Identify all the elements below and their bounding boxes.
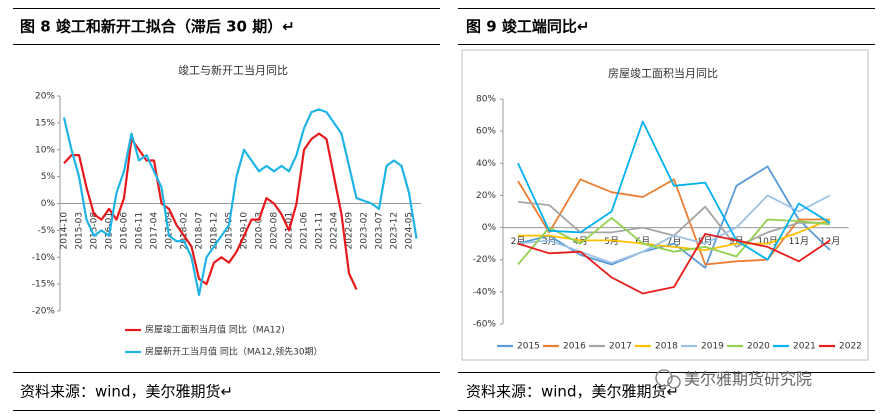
y-tick-label: 10% xyxy=(35,145,55,155)
x-tick-label: 10月 xyxy=(757,236,777,247)
y-tick-label: 60% xyxy=(476,127,496,137)
x-tick-label: 4月 xyxy=(573,236,588,247)
x-tick-label: 5月 xyxy=(604,236,619,247)
x-tick-label: 2018-02 xyxy=(180,212,190,250)
y-tick-label: 0% xyxy=(41,199,56,209)
y-tick-label: -5% xyxy=(37,226,55,236)
series-line xyxy=(62,108,418,296)
legend-label: 2022 xyxy=(839,342,862,352)
y-tick-label: -60% xyxy=(473,320,497,330)
x-tick-label: 11月 xyxy=(789,236,809,247)
x-tick-label: 2022-09 xyxy=(345,212,355,250)
legend-label: 2015 xyxy=(517,342,540,352)
series-line xyxy=(517,120,831,261)
layout-rules xyxy=(13,8,875,411)
legend-label: 2020 xyxy=(747,342,770,352)
y-tick-label: 20% xyxy=(35,92,55,102)
x-tick-label: 2019-05 xyxy=(225,212,235,250)
y-tick-label: 15% xyxy=(35,118,55,128)
x-tick-label: 2023-12 xyxy=(390,212,400,250)
series-line xyxy=(63,132,358,290)
x-tick-label: 2021-06 xyxy=(300,212,310,250)
legend-label: 房屋竣工面积当月值 同比（MA12) xyxy=(145,324,285,336)
y-tick-label: -15% xyxy=(32,280,56,290)
x-tick-label: 2月 xyxy=(511,236,526,247)
x-tick-label: 2017-04 xyxy=(150,212,160,250)
y-tick-label: -20% xyxy=(473,255,497,265)
x-tick-label: 6月 xyxy=(635,236,650,247)
x-tick-label: 8月 xyxy=(698,236,713,247)
x-tick-label: 2023-07 xyxy=(375,212,385,250)
series-line xyxy=(517,217,831,266)
legend-label: 2017 xyxy=(609,342,632,352)
x-tick-label: 2018-07 xyxy=(195,212,205,250)
x-tick-label: 7月 xyxy=(667,236,682,247)
y-tick-label: -40% xyxy=(473,287,497,297)
chart-frame xyxy=(461,49,869,361)
y-tick-label: 0% xyxy=(482,223,497,233)
x-tick-label: 2014-10 xyxy=(60,212,70,250)
y-tick-label: -20% xyxy=(32,307,56,317)
y-tick-label: 20% xyxy=(476,191,496,201)
x-tick-label: 3月 xyxy=(542,236,557,247)
series-line xyxy=(517,233,831,295)
x-tick-label: 2019-10 xyxy=(240,212,250,250)
x-tick-label: 2016-06 xyxy=(120,212,130,250)
figure-caption: 图 8 竣工和新开工拟合（滞后 30 期）↵ xyxy=(20,18,295,36)
legend-label: 2019 xyxy=(701,342,724,352)
x-tick-label: 2016-11 xyxy=(135,212,145,250)
legend-label: 2016 xyxy=(563,342,586,352)
y-tick-label: -10% xyxy=(32,253,56,263)
legend-label: 2018 xyxy=(655,342,678,352)
x-tick-label: 2021-11 xyxy=(315,212,325,250)
x-tick-label: 2017-09 xyxy=(165,212,175,250)
series-line xyxy=(517,194,831,264)
legend-label: 2021 xyxy=(793,342,816,352)
y-tick-label: 80% xyxy=(476,95,496,105)
x-tick-label: 2024-05 xyxy=(405,212,415,250)
figure-source: 资料来源：wind，美尔雅期货↵ xyxy=(20,383,233,401)
chart-title: 房屋竣工面积当月同比 xyxy=(608,66,718,80)
x-tick-label: 2023-02 xyxy=(360,212,370,250)
x-tick-label: 2020-03 xyxy=(255,212,265,250)
y-tick-label: 5% xyxy=(41,172,56,182)
x-tick-label: 2015-08 xyxy=(90,212,100,250)
figure-caption: 图 9 竣工端同比↵ xyxy=(466,18,589,36)
x-tick-label: 12月 xyxy=(820,236,840,247)
x-tick-label: 2018-12 xyxy=(210,212,220,250)
x-tick-label: 2015-03 xyxy=(75,212,85,250)
legend-label: 房屋新开工当月值 同比（MA12,领先30期） xyxy=(145,346,323,358)
series-line xyxy=(517,178,830,266)
watermark: 美尔雅期货研究院 xyxy=(684,370,812,389)
y-tick-label: 40% xyxy=(476,159,496,169)
chart-title: 竣工与新开工当月同比 xyxy=(178,63,288,77)
x-tick-label: 2020-08 xyxy=(270,212,280,250)
figure-source: 资料来源：wind，美尔雅期货↵ xyxy=(466,383,679,401)
x-tick-label: 9月 xyxy=(729,236,744,247)
x-tick-label: 2022-04 xyxy=(330,212,340,250)
watermark-icon xyxy=(655,369,681,389)
